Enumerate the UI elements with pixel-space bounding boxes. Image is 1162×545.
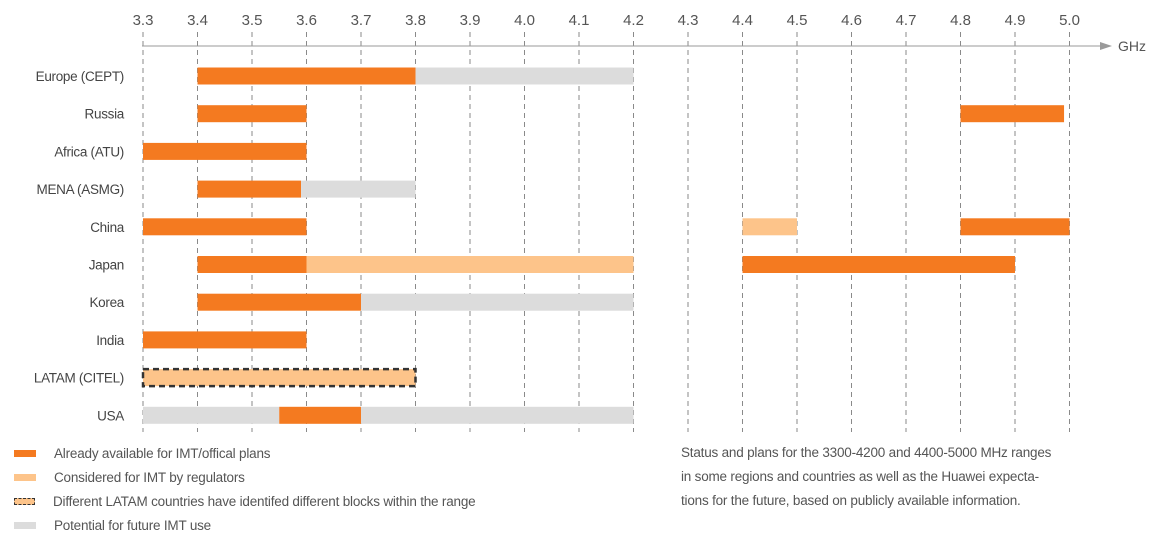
x-tick-label: 5.0 <box>1059 12 1080 29</box>
legend: Already available for IMT/offical plans … <box>14 441 476 537</box>
region-labels: Europe (CEPT) Russia Africa (ATU) MENA (ASM… <box>34 69 125 423</box>
band-bar-available <box>197 256 307 273</box>
legend-item-considered: Considered for IMT by regulators <box>14 465 475 489</box>
legend-swatch-future <box>14 521 36 529</box>
x-tick-label: 4.9 <box>1005 12 1026 29</box>
band-bar-considered <box>742 218 797 236</box>
legend-swatch-available <box>14 449 36 457</box>
x-tick-label: 3.9 <box>460 12 481 29</box>
band-bar-available <box>197 180 302 198</box>
band-bar-available <box>197 105 307 123</box>
band-bar-future <box>415 67 634 85</box>
legend-label: Already available for IMT/offical plans <box>54 445 271 461</box>
legend-item-future: Potential for future IMT use <box>14 513 475 537</box>
band-bar-considered <box>141 367 417 388</box>
x-tick-label: 4.7 <box>896 12 917 29</box>
x-tick-label: 3.3 <box>133 12 154 29</box>
band-bar-available <box>143 142 307 160</box>
bands <box>141 67 1070 424</box>
region-label: LATAM (CITEL) <box>34 371 124 386</box>
note-line: Status and plans for the 3300-4200 and 4… <box>681 445 1052 460</box>
legend-swatch-latam <box>14 497 35 505</box>
x-tick-label: 4.0 <box>514 12 535 29</box>
x-tick-label: 3.7 <box>351 12 372 29</box>
x-tick-label: 4.2 <box>623 12 644 29</box>
region-label: Africa (ATU) <box>54 144 124 159</box>
x-tick-label: 3.8 <box>405 12 426 29</box>
band-bar-available <box>143 331 307 349</box>
region-label: MENA (ASMG) <box>37 182 124 197</box>
chart-note: Status and plans for the 3300-4200 and 4… <box>681 441 1151 513</box>
x-tick-label: 4.5 <box>787 12 808 29</box>
x-tick-label: 4.6 <box>841 12 862 29</box>
x-tick-label: 3.5 <box>242 12 263 29</box>
region-label: Korea <box>89 295 124 310</box>
band-bar-available <box>143 218 307 236</box>
region-label: Russia <box>85 107 125 122</box>
region-label: Japan <box>89 258 124 273</box>
x-tick-labels: 3.3 3.4 3.5 3.6 3.7 3.8 3.9 4.0 4.1 4.2 4.3 4.4 4.5 4… <box>133 12 1080 29</box>
x-tick-label: 4.1 <box>569 12 590 29</box>
band-bar-available <box>960 218 1070 236</box>
legend-label: Considered for IMT by regulators <box>54 469 245 485</box>
region-label: USA <box>97 408 124 423</box>
band-bar-future <box>301 180 416 198</box>
x-tick-label: 4.4 <box>732 12 753 29</box>
band-bar-future <box>361 293 634 311</box>
legend-label: Different LATAM countries have identifed… <box>53 493 476 509</box>
x-tick-label: 4.3 <box>678 12 699 29</box>
band-bar-available <box>197 293 361 311</box>
legend-item-latam: Different LATAM countries have identifed… <box>14 489 476 513</box>
legend-label: Potential for future IMT use <box>54 517 211 533</box>
band-bar-available <box>960 105 1065 123</box>
band-bar-available <box>279 406 361 424</box>
region-label: China <box>90 220 125 235</box>
x-axis-unit: GHz <box>1118 38 1146 54</box>
note-line: in some regions and countries as well as… <box>681 469 1039 484</box>
band-bar-future <box>361 406 634 424</box>
band-bar-available <box>742 256 1015 273</box>
x-axis-arrow-icon <box>1100 42 1112 50</box>
region-label: India <box>96 333 125 348</box>
x-axis: GHz <box>142 38 1146 54</box>
band-bar-available <box>197 67 416 85</box>
legend-swatch-considered <box>14 473 36 481</box>
band-bar-considered <box>306 256 634 273</box>
legend-item-available: Already available for IMT/offical plans <box>14 441 475 465</box>
x-tick-label: 3.4 <box>187 12 208 29</box>
region-label: Europe (CEPT) <box>36 69 124 84</box>
note-line: tions for the future, based on publicly … <box>681 493 1021 508</box>
band-bar-future <box>143 406 280 424</box>
x-tick-label: 3.6 <box>296 12 317 29</box>
x-tick-label: 4.8 <box>950 12 971 29</box>
spectrum-chart: 3.3 3.4 3.5 3.6 3.7 3.8 3.9 4.0 4.1 4.2 4.3 4.4 4.5 4… <box>34 12 1146 432</box>
